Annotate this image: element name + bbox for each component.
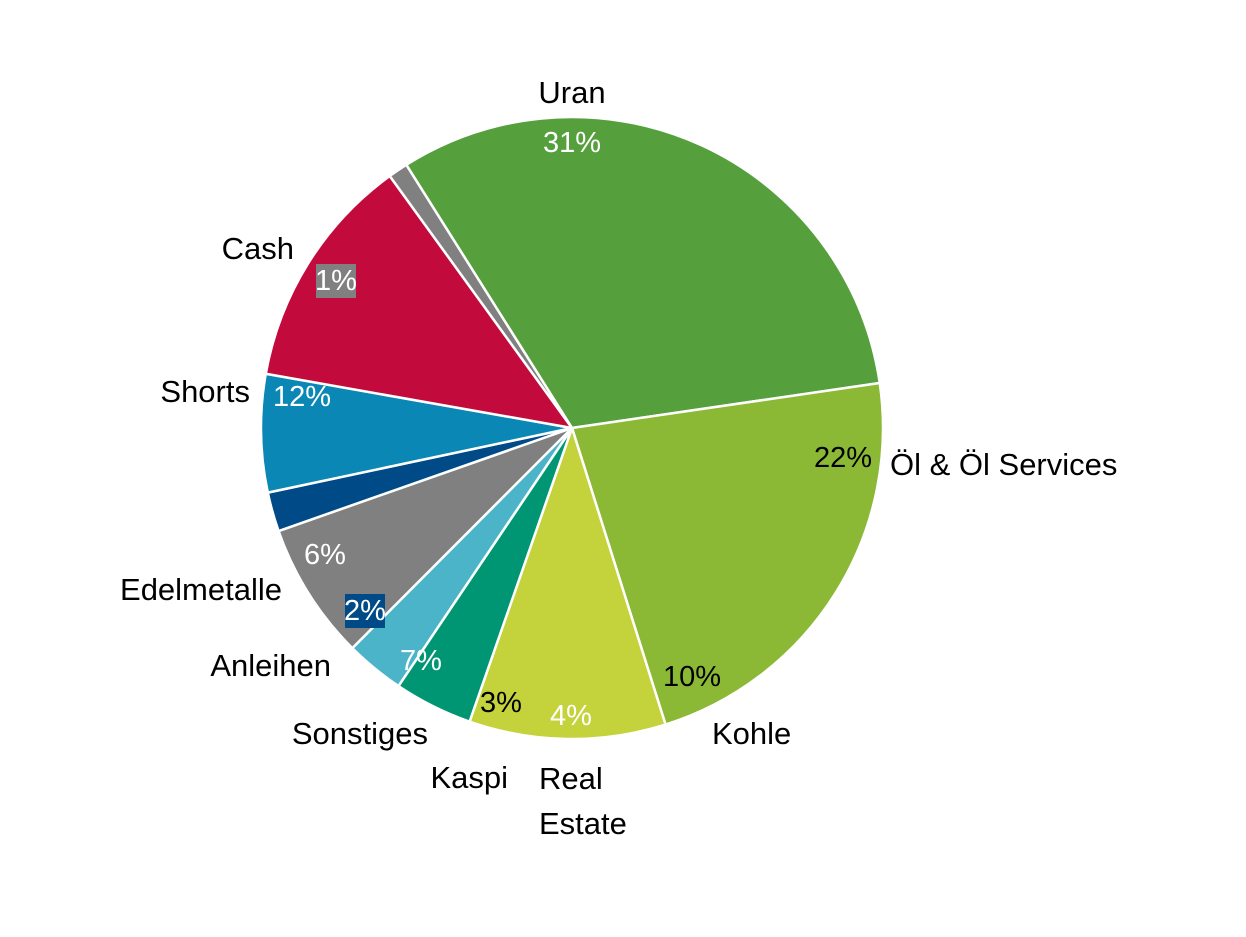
percent-labels: 31% 22% 10% 4% 3% 7% 2% 6% 12% 1% [273, 127, 872, 732]
slice-shorts [264, 174, 574, 430]
category-label-shorts: Shorts [160, 374, 250, 409]
percent-label-sonstiges: 7% [400, 645, 442, 677]
category-label-real-estate: Real Estate [539, 761, 627, 841]
percent-label-cash: 1% [315, 265, 357, 297]
percent-label-edelmetalle: 6% [304, 539, 346, 571]
category-labels: Uran Öl & Öl Services Kohle Real Estate Kaspi… [120, 75, 1117, 841]
category-label-kohle: Kohle [712, 716, 791, 751]
percent-label-oel-and-oel-services: 22% [814, 442, 872, 474]
category-label-anleihen: Anleihen [210, 648, 331, 683]
slice-oel-and-oel-services [570, 381, 885, 726]
category-label-edelmetalle: Edelmetalle [120, 572, 282, 607]
percent-label-shorts: 12% [273, 381, 331, 413]
percent-label-anleihen: 2% [344, 595, 386, 627]
pie-slices [259, 115, 885, 741]
slice-kohle [468, 426, 667, 741]
percent-label-real-estate: 4% [550, 700, 592, 732]
percent-label-box-anleihen [345, 594, 385, 628]
slice-sonstiges [277, 426, 574, 650]
category-label-oel-and-oel-services: Öl & Öl Services [890, 447, 1117, 482]
category-label-sonstiges: Sonstiges [292, 716, 428, 751]
percent-label-uran: 31% [543, 127, 601, 159]
slice-cash [388, 163, 574, 430]
percent-label-kohle: 10% [663, 661, 721, 693]
category-label-uran: Uran [538, 75, 605, 110]
percent-label-box-cash [316, 264, 356, 298]
percent-label-kaspi: 3% [480, 687, 522, 719]
slice-uran [405, 115, 881, 430]
slice-edelmetalle [259, 372, 574, 494]
category-label-kaspi: Kaspi [430, 760, 508, 795]
category-label-cash: Cash [222, 231, 294, 266]
